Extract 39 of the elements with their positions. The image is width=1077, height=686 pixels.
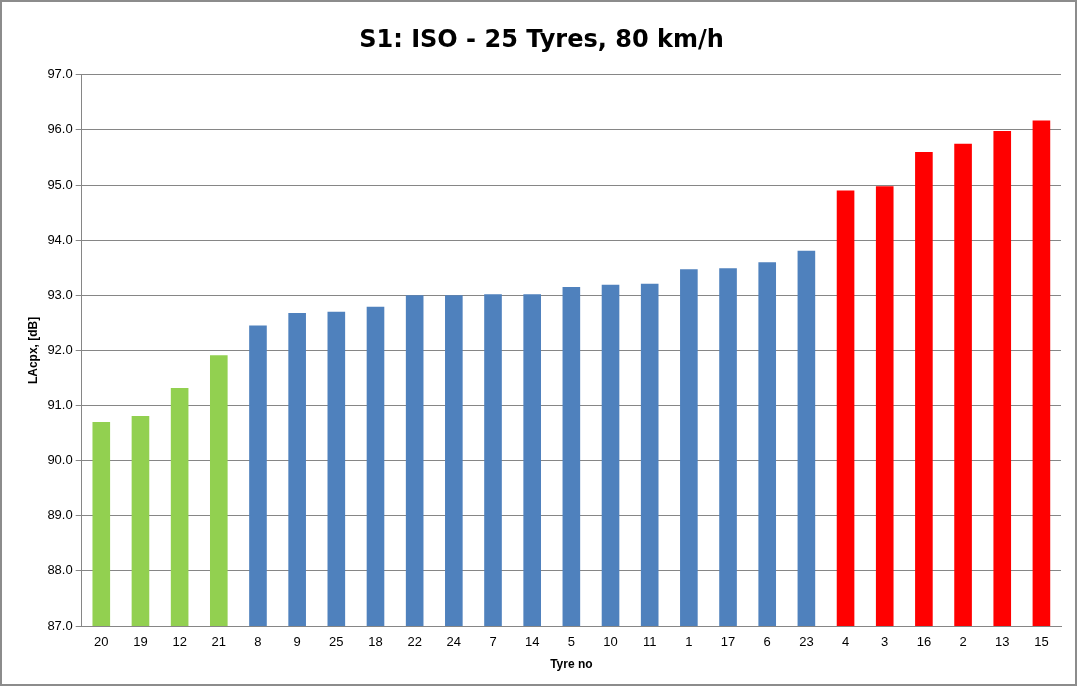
y-tick-label: 95.0 xyxy=(47,176,73,192)
x-tick-label: 24 xyxy=(446,634,462,650)
y-tick-label: 92.0 xyxy=(47,341,73,357)
x-tick-label: 21 xyxy=(211,634,227,650)
x-tick-label: 9 xyxy=(293,634,301,650)
y-tick-label: 96.0 xyxy=(47,121,73,137)
x-tick-label: 4 xyxy=(841,634,850,650)
x-tick-label: 11 xyxy=(642,634,657,650)
y-tick-label: 97.0 xyxy=(47,66,73,82)
x-tick-label: 1 xyxy=(685,634,693,650)
x-tick-label: 7 xyxy=(489,634,497,650)
x-tick-label: 25 xyxy=(329,634,344,650)
y-tick-label: 93.0 xyxy=(47,286,73,302)
x-tick-label: 15 xyxy=(1034,634,1049,650)
y-tick-label: 88.0 xyxy=(47,562,73,578)
x-tick-label: 6 xyxy=(763,634,771,650)
y-tick-label: 89.0 xyxy=(47,507,73,523)
x-tick-label: 20 xyxy=(94,634,109,650)
x-tick-label: 16 xyxy=(916,634,932,650)
x-tick-label: 12 xyxy=(172,634,187,650)
y-tick-label: 90.0 xyxy=(47,452,73,468)
y-tick-label: 94.0 xyxy=(47,231,73,247)
x-tick-label: 17 xyxy=(720,634,736,650)
x-tick-label: 22 xyxy=(407,634,422,650)
x-tick-label: 19 xyxy=(133,634,148,650)
x-tick-label: 18 xyxy=(368,634,383,650)
x-tick-label: 10 xyxy=(603,634,618,650)
x-tick-label: 14 xyxy=(524,634,540,650)
x-tick-label: 3 xyxy=(881,634,889,650)
x-tick-label: 8 xyxy=(254,634,262,650)
x-tick-label: 2 xyxy=(959,634,967,650)
y-tick-label: 91.0 xyxy=(47,397,73,413)
y-axis-title: LAcpx, [dB] xyxy=(25,316,40,385)
x-tick-label: 13 xyxy=(995,634,1010,650)
y-tick-label: 87.0 xyxy=(47,617,73,633)
x-tick-label: 23 xyxy=(799,634,814,650)
x-tick-label: 5 xyxy=(567,634,575,650)
chart-title: S1: ISO - 25 Tyres, 80 km/h xyxy=(359,24,724,53)
x-axis-title: Tyre no xyxy=(550,657,593,672)
